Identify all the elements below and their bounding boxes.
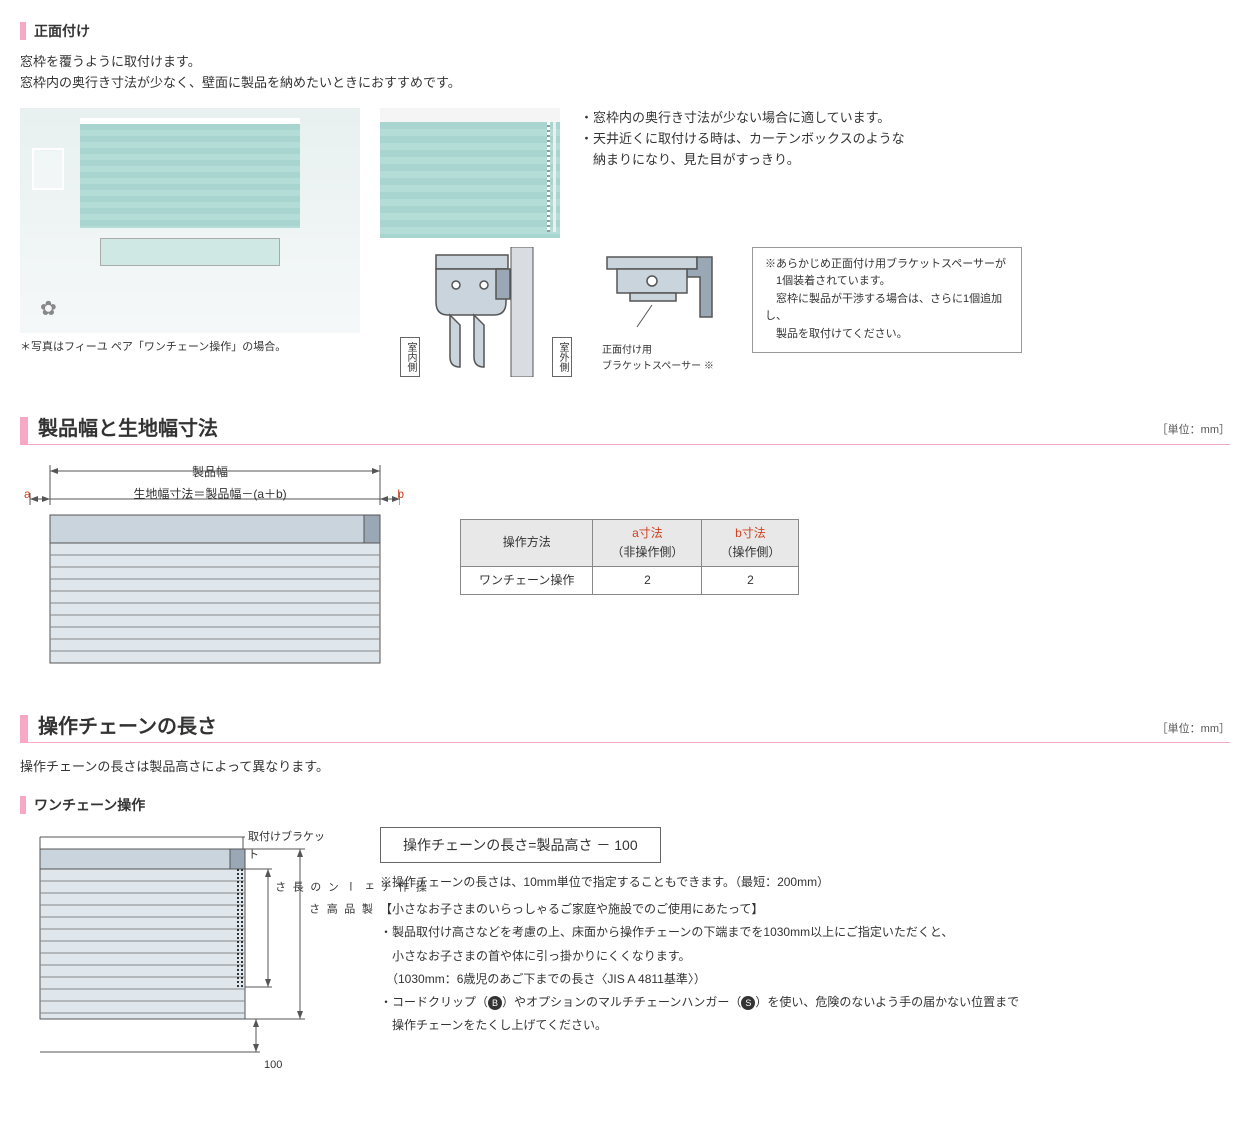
intro-text: 窓枠を覆うように取付けます。 窓枠内の奥行き寸法が少なく、壁面に製品を納めたいと… — [20, 52, 1230, 94]
note-line4: 製品を取付けてください。 — [765, 328, 908, 340]
chain-illustration — [547, 122, 550, 232]
section3-unit: ［単位：mm］ — [1157, 721, 1230, 743]
th-b-top: b寸法 — [735, 526, 766, 540]
section2-unit: ［単位：mm］ — [1157, 422, 1230, 444]
dimension-table: 操作方法 a寸法 （非操作側） b寸法 （操作側） ワンチェーン操作 2 2 — [460, 519, 799, 596]
warn2c: ）を使い、危険のないよう手の届かない位置まで — [755, 995, 1019, 1009]
note-star: ※操作チェーンの長さは、10mm単位で指定することもできます。（最短：200mm… — [380, 873, 1019, 892]
blind-illustration — [80, 118, 300, 228]
dim-formula: 生地幅寸法＝製品幅－(a＋b) — [20, 485, 400, 504]
product-photo-2 — [380, 108, 560, 238]
section3-header: 操作チェーンの長さ ［単位：mm］ — [20, 715, 1230, 743]
th-a-bot: （非操作側） — [611, 545, 683, 559]
spacer-caption: 正面付け用 ブラケットスペーサー ※ — [602, 343, 722, 375]
table-header-row: 操作方法 a寸法 （非操作側） b寸法 （操作側） — [461, 519, 799, 566]
warn-1b: 小さなお子さまの首や体に引っ掛かりにくくなります。 — [380, 947, 1019, 966]
th-a: a寸法 （非操作側） — [593, 519, 702, 566]
spacer-label2: ブラケットスペーサー ※ — [602, 361, 714, 372]
product-photo-1: ✿ — [20, 108, 360, 333]
intro-line2: 窓枠内の奥行き寸法が少なく、壁面に製品を納めたいときにおすすめです。 — [20, 75, 461, 90]
warn2b: ）やオプションのマルチチェーンハンガー（ — [502, 995, 741, 1009]
td-a: 2 — [593, 566, 702, 594]
chain-notes: 操作チェーンの長さ=製品高さ － 100 ※操作チェーンの長さは、10mm単位で… — [380, 827, 1019, 1040]
width-diagram: 製品幅 a b 生地幅寸法＝製品幅－(a＋b) — [20, 459, 400, 676]
note-line2: 1個装着されています。 — [765, 275, 891, 287]
th-b: b寸法 （操作側） — [702, 519, 799, 566]
warn-1: ・製品取付け高さなどを考慮の上、床面から操作チェーンの下端までを1030mm以上… — [380, 923, 1019, 942]
label-100: 100 — [264, 1057, 282, 1075]
subsection-title: ワンチェーン操作 — [34, 794, 145, 816]
warning-title: 【小さなお子さまのいらっしゃるご家庭や施設でのご使用にあたって】 — [380, 900, 1019, 919]
dim-product-width: 製品幅 — [20, 463, 400, 482]
subsection-header: ワンチェーン操作 — [20, 794, 1230, 816]
photo-column: ✿ ＊写真はフィーユ ペア「ワンチェーン操作」の場合。 — [20, 108, 360, 357]
plant-icon: ✿ — [40, 293, 57, 325]
td-b: 2 — [702, 566, 799, 594]
indoor-label: 室内側 — [400, 337, 420, 377]
accent-bar — [20, 796, 26, 814]
note-line1: ※あらかじめ正面付け用ブラケットスペーサーが — [765, 258, 1006, 270]
wall-frame-icon — [32, 148, 64, 190]
section2-title: 製品幅と生地幅寸法 — [20, 417, 218, 444]
photo-caption: ＊写真はフィーユ ペア「ワンチェーン操作」の場合。 — [20, 339, 360, 357]
section2-header: 製品幅と生地幅寸法 ［単位：mm］ — [20, 417, 1230, 445]
section1-header: 正面付け — [20, 20, 1230, 42]
warn2a: ・コードクリップ（ — [380, 995, 488, 1009]
th-method: 操作方法 — [461, 519, 593, 566]
td-method: ワンチェーン操作 — [461, 566, 593, 594]
chain-content-row: 取付けブラケット 操作チェーンの長さ 製品高さ 100 操作チェーンの長さ=製品… — [20, 827, 1230, 1074]
label-bracket: 取付けブラケット — [248, 829, 330, 864]
badge-b-icon: B — [488, 996, 502, 1010]
section-front-mount: 正面付け 窓枠を覆うように取付けます。 窓枠内の奥行き寸法が少なく、壁面に製品を… — [20, 20, 1230, 377]
th-a-top: a寸法 — [632, 526, 663, 540]
spacer-note-box: ※あらかじめ正面付け用ブラケットスペーサーが 1個装着されています。 窓枠に製品… — [752, 247, 1022, 353]
th-b-bot: （操作側） — [720, 545, 780, 559]
outdoor-label: 室外側 — [552, 337, 572, 377]
section3-intro: 操作チェーンの長さは製品高さによって異なります。 — [20, 757, 1230, 778]
chain-diagram: 取付けブラケット 操作チェーンの長さ 製品高さ 100 — [20, 827, 330, 1074]
bracket-diagram-2: 正面付け用 ブラケットスペーサー ※ — [602, 247, 722, 376]
table-row: ワンチェーン操作 2 2 — [461, 566, 799, 594]
spacer-label1: 正面付け用 — [602, 345, 652, 356]
intro-line1: 窓枠を覆うように取付けます。 — [20, 54, 201, 69]
section-chain-length: 操作チェーンの長さ ［単位：mm］ 操作チェーンの長さは製品高さによって異なりま… — [20, 715, 1230, 1073]
accent-bar — [20, 22, 26, 40]
badge-s-icon: S — [741, 996, 755, 1010]
note-line3: 窓枠に製品が干渉する場合は、さらに1個追加し、 — [765, 293, 1002, 323]
bullet-2: ・天井近くに取付ける時は、カーテンボックスのような — [580, 129, 905, 150]
section3-title: 操作チェーンの長さ — [20, 715, 217, 742]
warn-1c: （1030mm：6歳児のあご下までの長さ〈JIS A 4811基準〉） — [380, 970, 1019, 989]
window-illustration — [100, 238, 280, 266]
bracket-svg-1 — [426, 247, 546, 377]
section2-content: 製品幅 a b 生地幅寸法＝製品幅－(a＋b) 操作方法 a寸法 （非操作側） b… — [20, 459, 1230, 676]
warn-2d: 操作チェーンをたくし上げてください。 — [380, 1016, 1019, 1035]
bracket-diagram-1: 室内側 室外側 — [400, 247, 572, 377]
bullet-2b: 納まりになり、見た目がすっきり。 — [580, 150, 905, 171]
label-chain-length: 操作チェーンの長さ — [270, 881, 428, 892]
warn-2: ・コードクリップ（B）やオプションのマルチチェーンハンガー（S）を使い、危険のな… — [380, 993, 1019, 1012]
chain-formula: 操作チェーンの長さ=製品高さ － 100 — [380, 827, 661, 863]
section1-title: 正面付け — [34, 20, 90, 42]
section-width: 製品幅と生地幅寸法 ［単位：mm］ — [20, 417, 1230, 676]
bracket-diagram-row: 室内側 室外側 — [400, 247, 1230, 377]
label-product-height: 製品高さ — [304, 903, 374, 914]
bracket-svg-2 — [602, 247, 722, 337]
bullet-1: ・窓枠内の奥行き寸法が少ない場合に適しています。 — [580, 108, 905, 129]
feature-bullets: ・窓枠内の奥行き寸法が少ない場合に適しています。 ・天井近くに取付ける時は、カー… — [580, 108, 905, 170]
